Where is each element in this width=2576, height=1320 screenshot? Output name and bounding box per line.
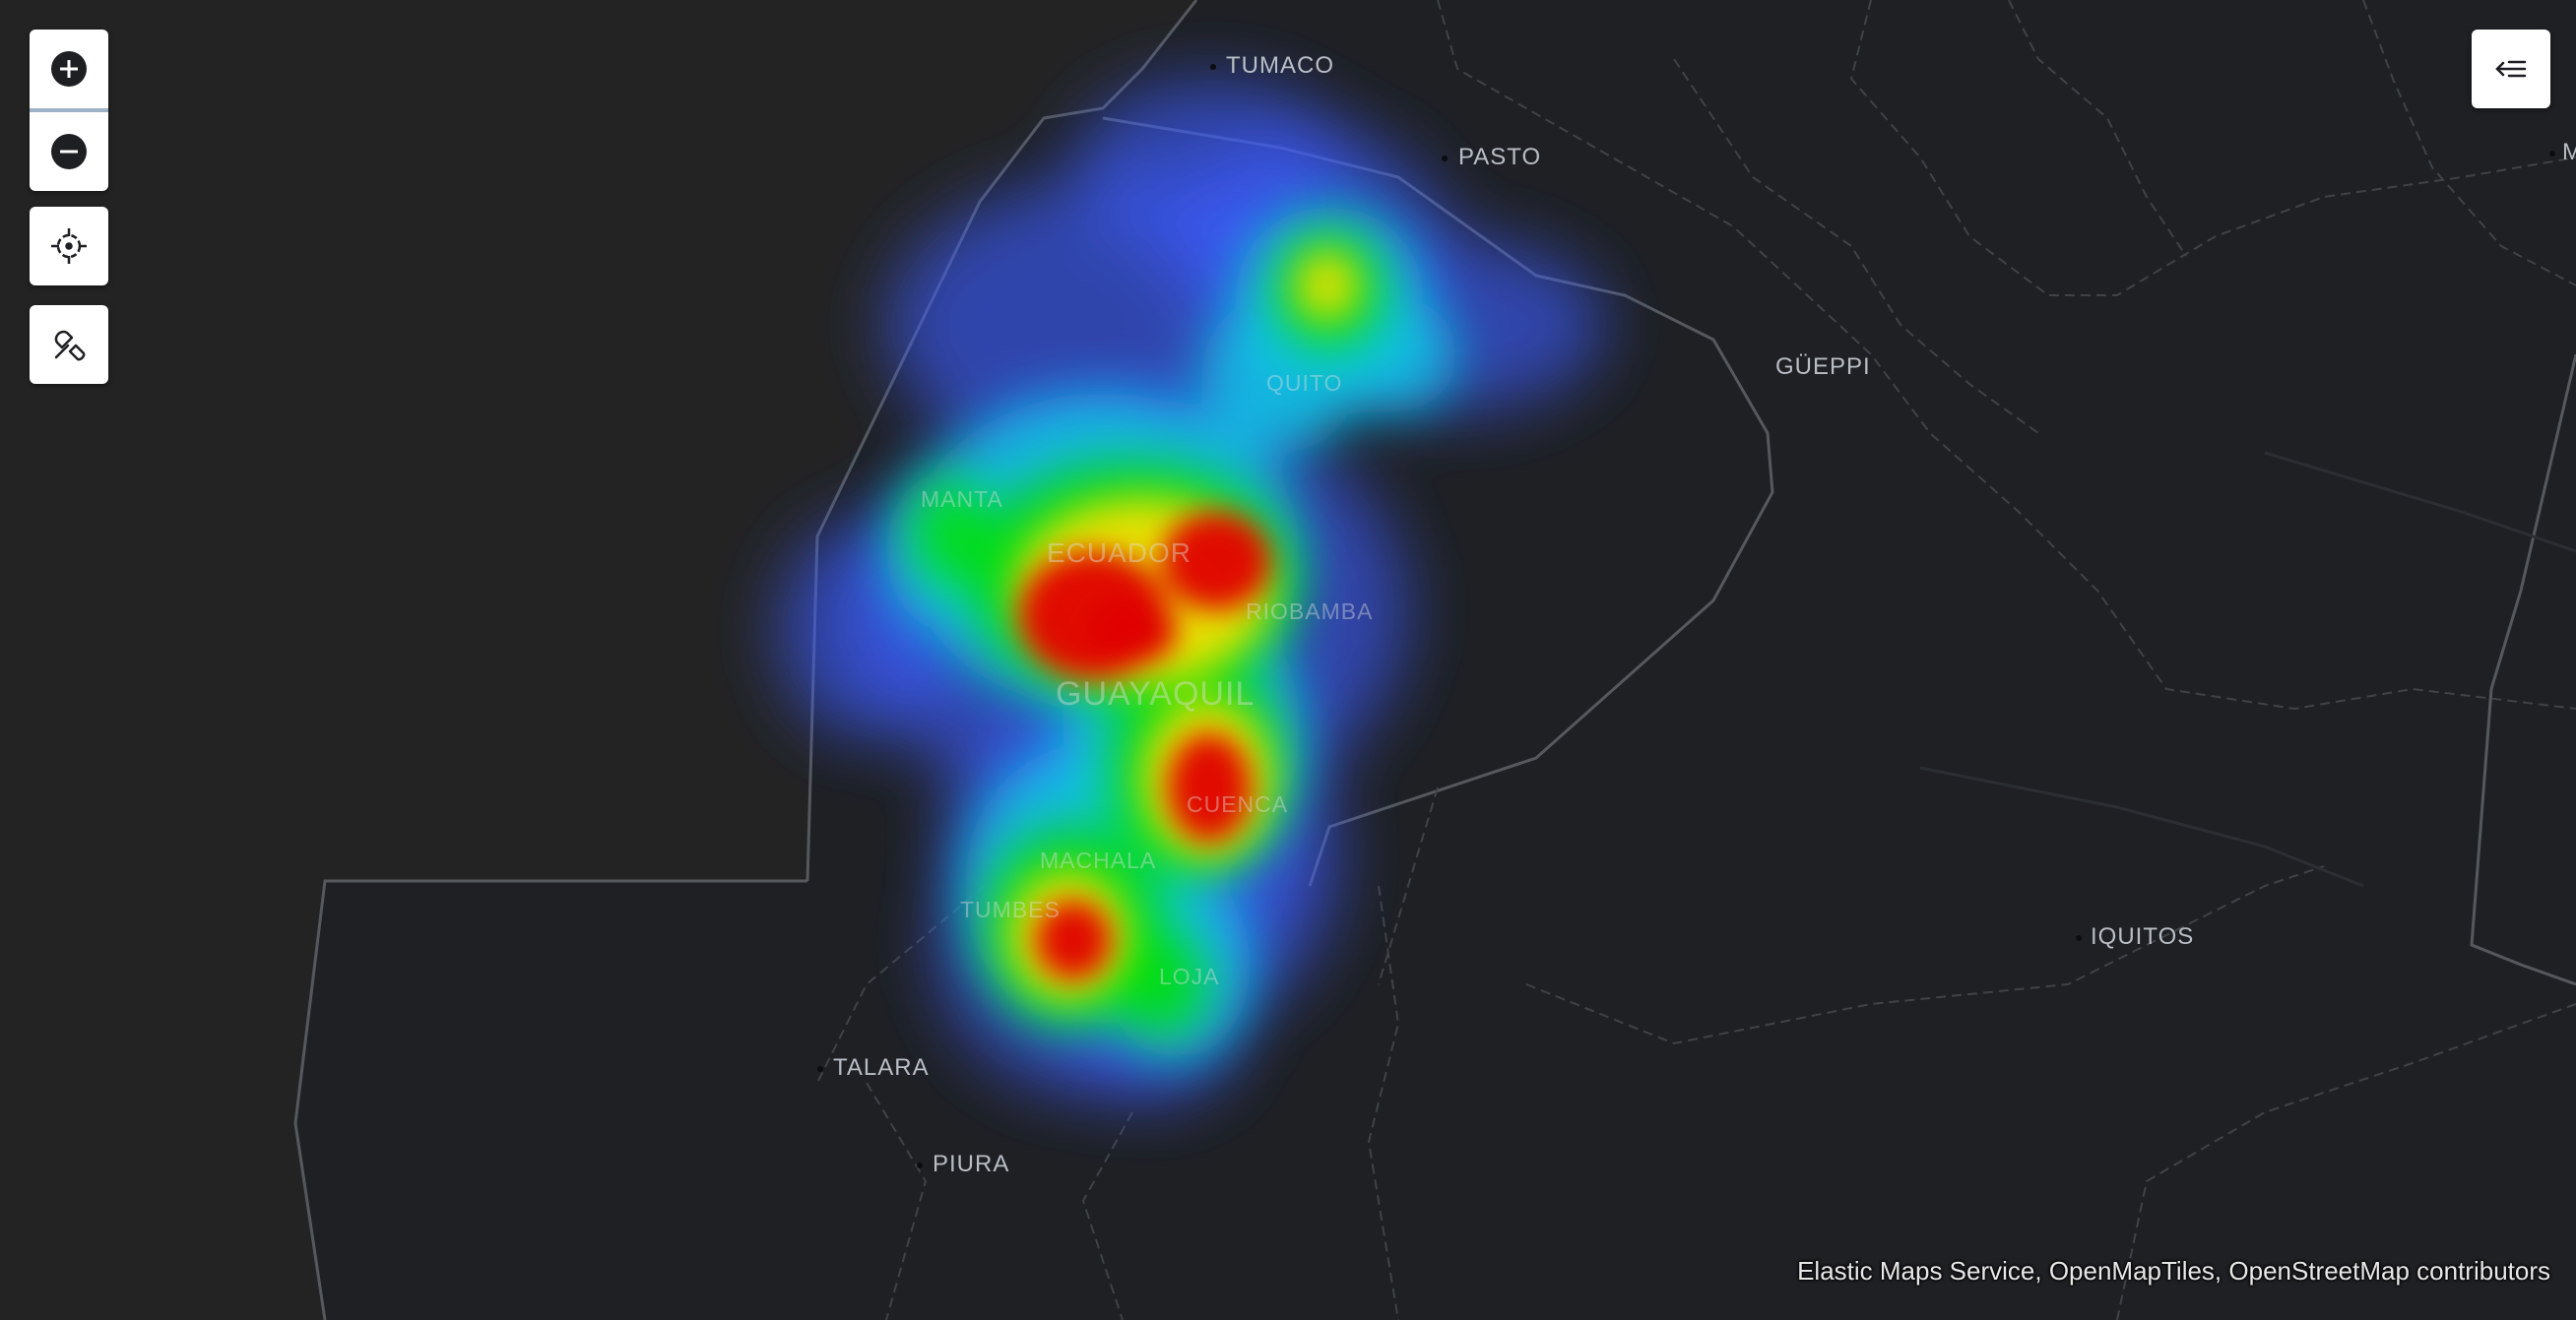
draw-tool-icon — [54, 330, 86, 361]
city-label-piura: PIURA — [933, 1151, 1010, 1177]
zoom-out-button[interactable] — [30, 112, 108, 191]
layers-panel-button[interactable] — [2472, 30, 2550, 108]
label-cuenca: CUENCA — [1187, 791, 1289, 817]
city-label-tumaco: TUMACO — [1226, 52, 1334, 79]
city-dot-edge — [2549, 151, 2555, 157]
draw-tool-control — [30, 305, 108, 384]
label-manta: MANTA — [921, 486, 1003, 512]
label-loja: LOJA — [1159, 964, 1220, 989]
zoom-in-icon — [51, 51, 87, 87]
label-riobamba: RIOBAMBA — [1246, 598, 1374, 624]
zoom-separator — [30, 108, 108, 112]
draw-tool-button[interactable] — [30, 305, 108, 384]
city-dot-tumaco — [1210, 64, 1216, 70]
zoom-in-button[interactable] — [30, 30, 108, 108]
city-dot-piura — [917, 1163, 923, 1168]
layers-panel-icon — [2495, 60, 2527, 78]
locate-button[interactable] — [30, 207, 108, 285]
city-label-talara: TALARA — [833, 1054, 930, 1081]
label-guayaquil: GUAYAQUIL — [1056, 675, 1256, 713]
map-attribution[interactable]: Elastic Maps Service, OpenMapTiles, Open… — [1797, 1256, 2550, 1286]
city-label-edge: M — [2562, 139, 2576, 165]
zoom-control-group — [30, 30, 108, 191]
locate-icon — [51, 228, 87, 264]
city-dot-pasto — [1442, 156, 1448, 161]
rivers — [1919, 451, 2576, 888]
city-label-iquitos: IQUITOS — [2091, 923, 2195, 950]
city-dot-iquitos — [2076, 935, 2082, 941]
label-quito: QUITO — [1266, 370, 1343, 396]
city-dot-talara — [817, 1066, 823, 1072]
zoom-out-icon — [51, 134, 87, 169]
label-tumbes: TUMBES — [960, 897, 1061, 922]
city-label-pasto: PASTO — [1458, 144, 1542, 170]
locate-control — [30, 207, 108, 285]
city-label-gueppi: GÜEPPI — [1775, 353, 1871, 380]
label-machala: MACHALA — [1040, 848, 1157, 873]
label-ecuador: ECUADOR — [1047, 537, 1192, 568]
